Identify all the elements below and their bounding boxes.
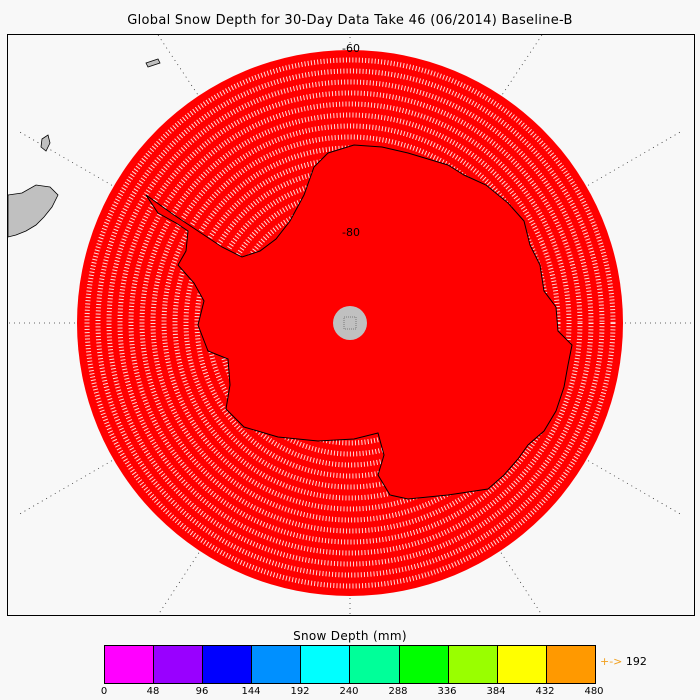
colorbar-tick-label: 432 <box>535 686 555 697</box>
colorbar-swatch <box>301 646 351 683</box>
colorbar <box>104 645 596 684</box>
colorbar-tick-label: 384 <box>486 686 506 697</box>
colorbar-tick-label: 48 <box>146 686 160 697</box>
south-america-tip <box>8 184 59 238</box>
overflow-indicator: +-> 192 <box>600 655 647 668</box>
colorbar-swatch <box>448 646 498 683</box>
colorbar-tick-label: 480 <box>584 686 604 697</box>
colorbar-tick-label: 144 <box>241 686 261 697</box>
map-panel: -60 -80 <box>7 34 695 616</box>
swath-ring <box>117 90 583 556</box>
colorbar-swatch <box>350 646 400 683</box>
swath-ring <box>84 57 616 589</box>
swath-ring <box>106 79 594 567</box>
colorbar-tick-label: 192 <box>290 686 310 697</box>
legend-title: Snow Depth (mm) <box>293 629 407 643</box>
colorbar-tick-label: 240 <box>339 686 359 697</box>
colorbar-swatch <box>399 646 449 683</box>
swath-ring <box>139 112 561 534</box>
map-title: Global Snow Depth for 30-Day Data Take 4… <box>127 13 573 28</box>
pole-hole <box>333 306 367 340</box>
colorbar-tick-label: 336 <box>437 686 457 697</box>
lat-label-inner: -80 <box>342 226 360 239</box>
colorbar-tick-label: 288 <box>388 686 408 697</box>
colorbar-ticks: 0 48 96 144 192 240 288 336 384 432 480 <box>100 686 604 700</box>
colorbar-tick-label: 96 <box>195 686 209 697</box>
island-1 <box>40 134 51 152</box>
colorbar-swatch <box>203 646 253 683</box>
colorbar-tick-label: 0 <box>100 686 108 697</box>
island-2 <box>145 58 161 68</box>
colorbar-swatch <box>497 646 547 683</box>
overflow-arrow-icon: +-> <box>600 655 623 668</box>
lat-label-outer: -60 <box>342 42 360 55</box>
colorbar-swatch <box>252 646 302 683</box>
colorbar-swatch <box>105 646 155 683</box>
pole-marker <box>343 316 357 330</box>
overflow-value: 192 <box>625 655 647 668</box>
swath-ring <box>128 101 572 545</box>
polar-map: -60 -80 <box>8 35 694 615</box>
colorbar-swatch <box>546 646 595 683</box>
colorbar-swatch <box>154 646 204 683</box>
swath-ring <box>95 68 605 578</box>
